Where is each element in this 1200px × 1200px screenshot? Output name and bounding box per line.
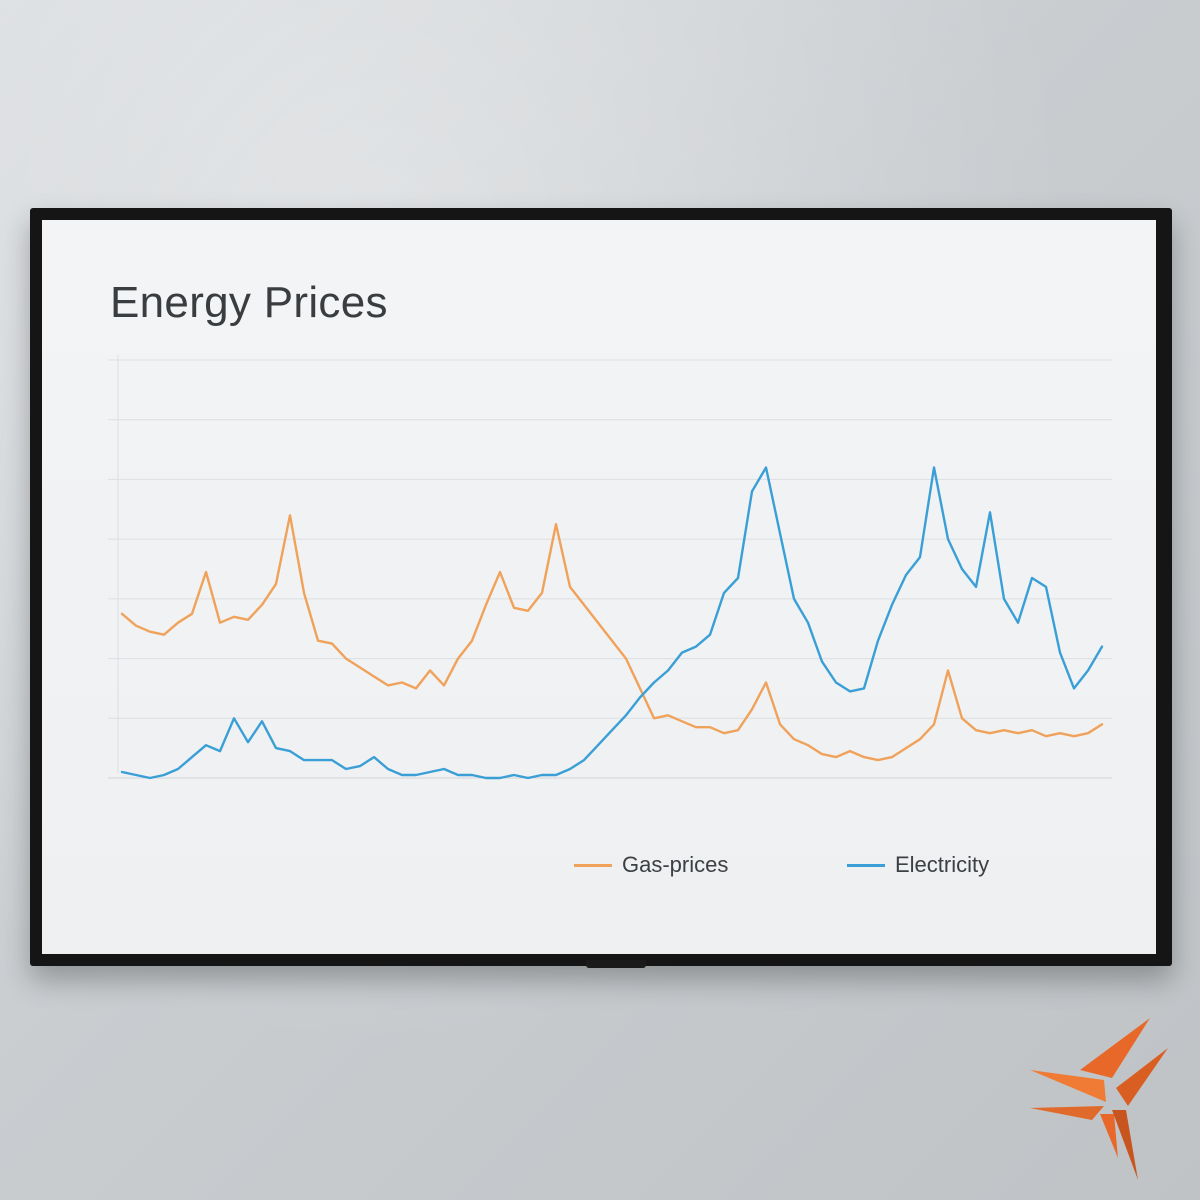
chart-title: Energy Prices: [110, 278, 388, 327]
tv-stand: [586, 960, 646, 968]
legend-label-electricity: Electricity: [895, 852, 990, 877]
legend: Gas-prices Electricity: [42, 852, 1156, 882]
legend-item-gas-prices: Gas-prices: [574, 852, 728, 878]
grid-lines: [108, 355, 1112, 779]
star-logo-icon: [1030, 1018, 1168, 1180]
series-line-gas-prices: [120, 514, 1104, 762]
legend-swatch-gas-prices: [574, 863, 612, 867]
series-lines: [120, 466, 1104, 780]
legend-label-gas-prices: Gas-prices: [622, 852, 729, 877]
series-line-electricity: [120, 466, 1104, 780]
legend-item-electricity: Electricity: [847, 852, 989, 878]
legend-swatch-electricity: [847, 863, 885, 867]
tv-monitor: Energy Prices Gas-prices Electricity: [30, 208, 1172, 966]
line-chart: [108, 355, 1112, 780]
screen: Energy Prices Gas-prices Electricity: [42, 220, 1156, 954]
